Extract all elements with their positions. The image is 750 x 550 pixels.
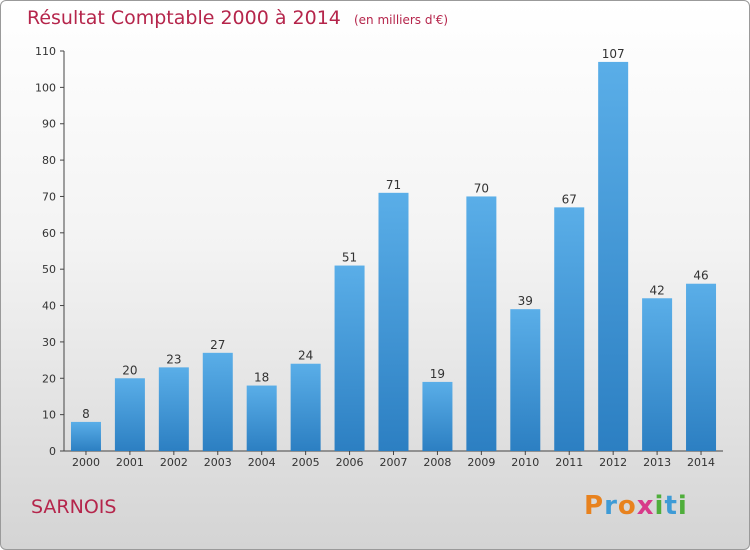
y-tick-label: 100 — [35, 81, 56, 94]
logo-letter: x — [636, 491, 655, 521]
x-tick-label: 2008 — [423, 456, 451, 469]
logo-letter: P — [584, 491, 605, 521]
data-label-2000: 8 — [82, 407, 90, 421]
x-tick-label: 2006 — [336, 456, 364, 469]
data-label-2005: 24 — [298, 349, 313, 363]
x-tick-label: 2010 — [511, 456, 539, 469]
y-tick-label: 90 — [42, 118, 56, 131]
x-tick-label: 2013 — [643, 456, 671, 469]
bar-2000 — [70, 421, 101, 451]
bar-2010 — [510, 309, 541, 451]
data-label-2002: 23 — [166, 352, 181, 366]
y-tick-label: 20 — [42, 372, 56, 385]
x-axis: 2000 2001 2002 2003 2004 2005 2006 2007 2008 2009… — [64, 450, 723, 469]
bar-2013 — [642, 298, 673, 451]
x-tick-label: 2001 — [116, 456, 144, 469]
x-tick-label: 2011 — [555, 456, 583, 469]
data-label-2006: 51 — [342, 251, 357, 265]
bar-2003 — [202, 352, 233, 451]
y-axis: 0 10 20 30 40 50 60 70 80 90 100 110 — [35, 45, 65, 458]
data-label-2013: 42 — [649, 283, 664, 297]
x-tick-label: 2005 — [292, 456, 320, 469]
data-label-2009: 70 — [474, 181, 489, 195]
y-tick-label: 80 — [42, 154, 56, 167]
chart-title-row: Résultat Comptable 2000 à 2014 (en milli… — [27, 7, 448, 29]
bar-2005 — [290, 363, 321, 451]
y-tick-label: 30 — [42, 336, 56, 349]
bar-2007 — [378, 192, 409, 451]
chart-unit: (en milliers d'€) — [353, 13, 449, 27]
bars — [70, 61, 717, 452]
x-tick-label: 2002 — [160, 456, 188, 469]
y-tick-label: 40 — [42, 300, 56, 313]
bar-2004 — [246, 385, 277, 451]
data-label-2010: 39 — [518, 294, 533, 308]
x-tick-label: 2007 — [380, 456, 408, 469]
data-label-2001: 20 — [122, 363, 137, 377]
chart-title: Résultat Comptable 2000 à 2014 — [27, 7, 341, 29]
bar-2001 — [114, 378, 145, 451]
data-label-2003: 27 — [210, 338, 225, 352]
y-tick-label: 110 — [35, 45, 56, 58]
y-tick-label: 60 — [42, 227, 56, 240]
x-tick-label: 2009 — [467, 456, 495, 469]
bar-2002 — [158, 367, 189, 451]
x-tick-label: 2004 — [248, 456, 276, 469]
y-tick-label: 0 — [49, 445, 56, 458]
x-tick-label: 2000 — [72, 456, 100, 469]
bar-2009 — [466, 196, 497, 451]
bar-2008 — [422, 381, 453, 451]
bar-2011 — [554, 207, 585, 451]
proxiti-logo: Proxiti — [584, 491, 688, 521]
logo-letter: t — [664, 491, 678, 521]
bar-2006 — [334, 265, 365, 451]
data-label-2014: 46 — [693, 269, 708, 283]
logo-letter: r — [604, 491, 618, 521]
data-label-2007: 71 — [386, 178, 401, 192]
data-label-2008: 19 — [430, 367, 445, 381]
y-tick-label: 10 — [42, 409, 56, 422]
logo-letter: o — [617, 491, 637, 521]
bar-2012 — [598, 61, 629, 452]
y-tick-label: 50 — [42, 263, 56, 276]
x-tick-label: 2014 — [687, 456, 715, 469]
commune-name: SARNOIS — [31, 496, 117, 518]
logo-letter: i — [677, 491, 688, 521]
x-tick-label: 2012 — [599, 456, 627, 469]
y-tick-label: 70 — [42, 190, 56, 203]
data-label-2011: 67 — [562, 192, 577, 206]
data-label-2012: 107 — [602, 47, 625, 61]
bar-2014 — [686, 283, 717, 451]
x-tick-label: 2003 — [204, 456, 232, 469]
data-label-2004: 18 — [254, 371, 269, 385]
data-labels: 8 20 23 27 18 24 51 71 19 70 39 67 107 42 46 — [82, 47, 709, 421]
logo-letter: i — [654, 491, 665, 521]
